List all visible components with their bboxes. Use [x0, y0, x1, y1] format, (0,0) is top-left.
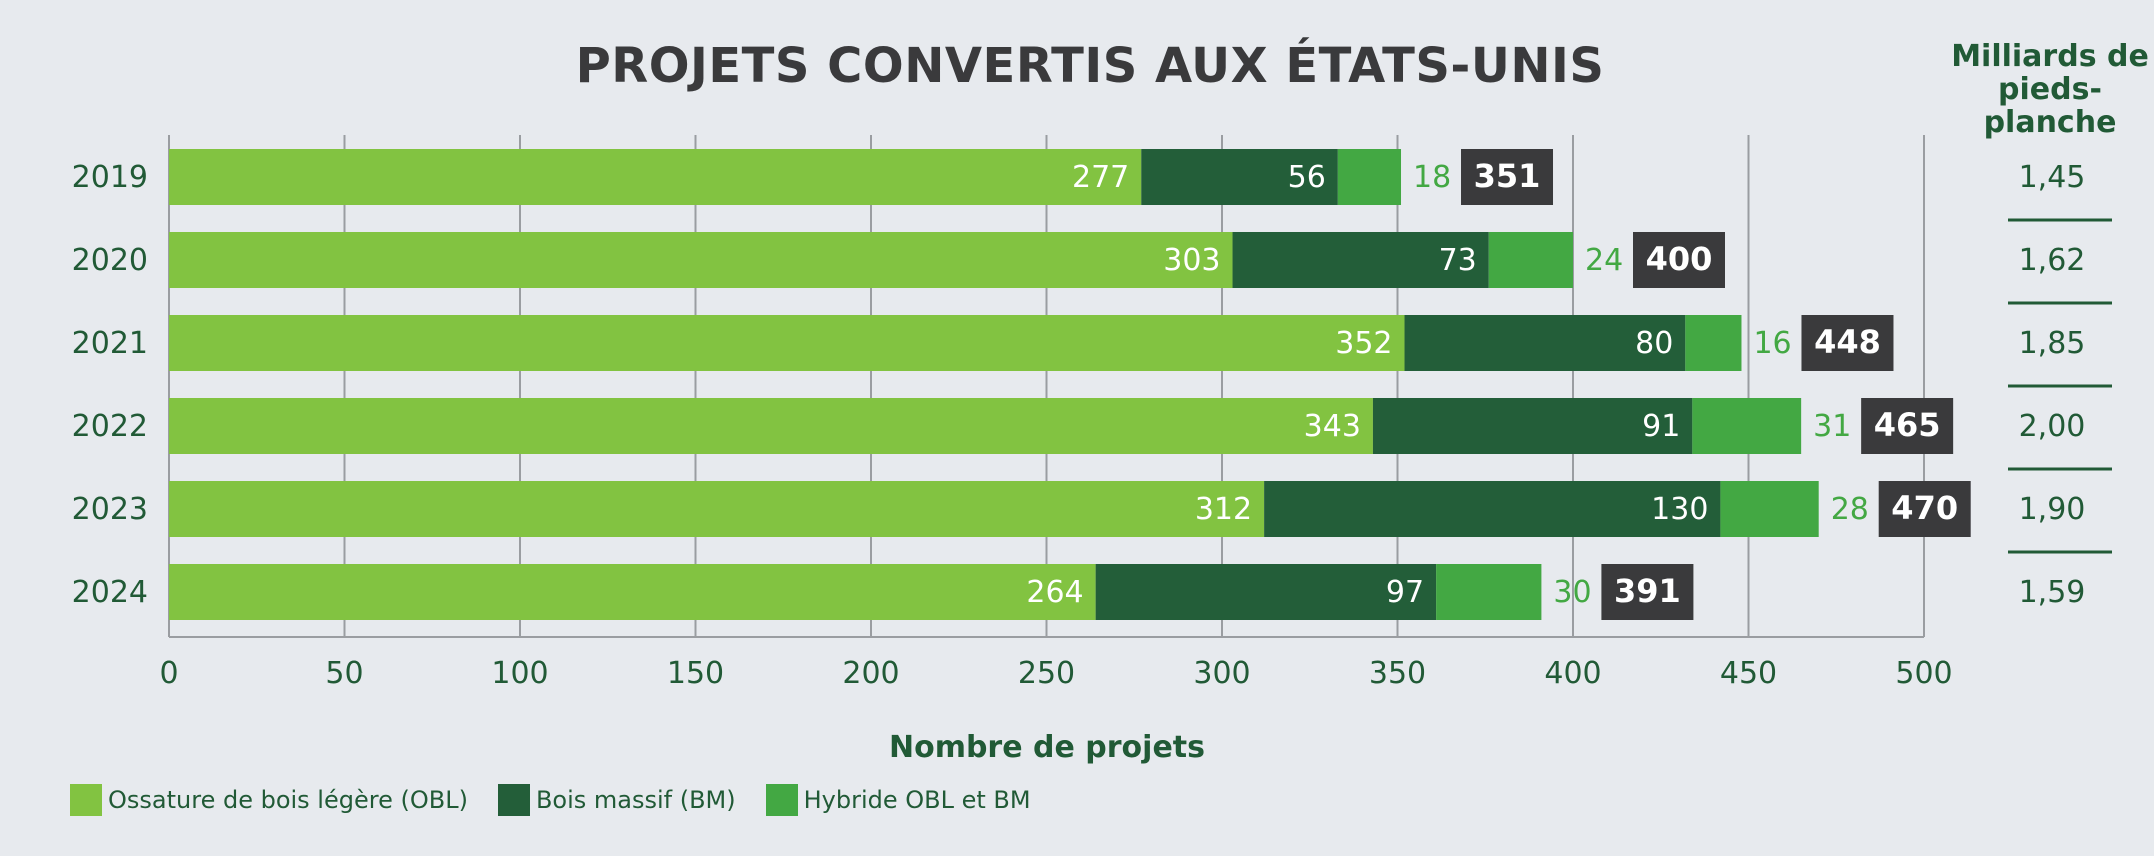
x-tick-label-450: 450: [1720, 656, 1777, 691]
legend-label-bm: Bois massif (BM): [535, 786, 736, 814]
data-label-bm-2021: 80: [1635, 326, 1673, 361]
bar-bm-2023: [1264, 481, 1721, 537]
bar-obl-2021: [169, 315, 1405, 371]
x-tick-label-350: 350: [1369, 656, 1426, 691]
x-tick-label-400: 400: [1544, 656, 1601, 691]
right-value-2023: 1,90: [2019, 492, 2086, 527]
right-value-2021: 1,85: [2019, 326, 2086, 361]
data-label-hybride-2022: 31: [1813, 409, 1851, 444]
right-value-2022: 2,00: [2019, 409, 2086, 444]
bar-obl-2023: [169, 481, 1265, 537]
data-label-obl-2022: 343: [1304, 409, 1361, 444]
legend-label-hybride: Hybride OBL et BM: [803, 786, 1031, 814]
total-box-2024: [1601, 564, 1694, 620]
x-tick-label-100: 100: [491, 656, 548, 691]
bar-hybride-2021: [1685, 315, 1742, 371]
total-label-2021: 448: [1814, 323, 1881, 361]
bar-obl-2022: [169, 398, 1373, 454]
y-tick-label-2022: 2022: [72, 409, 148, 444]
legend-swatch-bm: [497, 784, 530, 816]
right-value-2019: 1,45: [2019, 160, 2086, 195]
y-tick-label-2019: 2019: [72, 160, 148, 195]
y-tick-label-2021: 2021: [72, 326, 148, 361]
data-label-bm-2024: 97: [1386, 575, 1424, 610]
data-label-obl-2019: 277: [1072, 160, 1129, 195]
right-value-2024: 1,59: [2019, 575, 2086, 610]
data-label-hybride-2021: 16: [1753, 326, 1791, 361]
bar-obl-2020: [169, 232, 1233, 288]
total-label-2020: 400: [1646, 240, 1713, 278]
data-label-hybride-2024: 30: [1553, 575, 1591, 610]
total-label-2019: 351: [1474, 157, 1541, 195]
data-label-hybride-2023: 28: [1831, 492, 1869, 527]
bar-hybride-2024: [1436, 564, 1542, 620]
data-label-obl-2021: 352: [1335, 326, 1392, 361]
bar-hybride-2020: [1488, 232, 1573, 288]
y-tick-label-2024: 2024: [72, 575, 148, 610]
x-tick-label-500: 500: [1895, 656, 1952, 691]
data-label-bm-2019: 56: [1288, 160, 1326, 195]
total-box-2019: [1461, 149, 1554, 205]
bar-hybride-2023: [1720, 481, 1819, 537]
x-tick-label-0: 0: [159, 656, 178, 691]
y-tick-label-2023: 2023: [72, 492, 148, 527]
data-label-hybride-2020: 24: [1585, 243, 1623, 278]
bar-obl-2024: [169, 564, 1096, 620]
data-label-bm-2020: 73: [1439, 243, 1477, 278]
bar-bm-2022: [1372, 398, 1693, 454]
bar-hybride-2019: [1337, 149, 1402, 205]
right-column-header: Milliards de pieds-planche: [1951, 39, 2149, 140]
bar-obl-2019: [169, 149, 1142, 205]
total-label-2024: 391: [1614, 572, 1681, 610]
legend-item-bm: Bois massif (BM): [497, 784, 736, 816]
x-tick-label-250: 250: [1018, 656, 1075, 691]
legend-swatch-hybride: [765, 784, 798, 816]
data-label-obl-2020: 303: [1163, 243, 1220, 278]
bar-bm-2024: [1095, 564, 1437, 620]
bar-bm-2021: [1404, 315, 1686, 371]
x-tick-label-300: 300: [1193, 656, 1250, 691]
legend-swatch-obl: [70, 784, 102, 816]
data-label-hybride-2019: 18: [1413, 160, 1451, 195]
x-tick-label-200: 200: [842, 656, 899, 691]
bar-hybride-2022: [1692, 398, 1802, 454]
bar-bm-2019: [1141, 149, 1338, 205]
total-box-2020: [1633, 232, 1725, 288]
data-label-bm-2022: 91: [1642, 409, 1680, 444]
legend-item-hybride: Hybride OBL et BM: [765, 784, 1031, 816]
x-tick-label-150: 150: [667, 656, 724, 691]
data-label-bm-2023: 130: [1651, 492, 1708, 527]
x-axis-title: Nombre de projets: [888, 730, 1205, 765]
data-label-obl-2024: 264: [1026, 575, 1083, 610]
data-label-obl-2023: 312: [1195, 492, 1252, 527]
legend-label-obl: Ossature de bois légère (OBL): [108, 786, 468, 814]
legend: Ossature de bois légère (OBL) Bois massi…: [70, 784, 1061, 816]
bar-bm-2020: [1232, 232, 1489, 288]
total-label-2022: 465: [1874, 406, 1941, 444]
y-tick-label-2020: 2020: [72, 243, 148, 278]
total-box-2023: [1878, 481, 1971, 537]
total-box-2021: [1801, 315, 1894, 371]
right-value-2020: 1,62: [2019, 243, 2086, 278]
total-label-2023: 470: [1891, 489, 1958, 527]
chart-title: PROJETS CONVERTIS AUX ÉTATS-UNIS: [575, 38, 1605, 94]
total-box-2022: [1861, 398, 1954, 454]
legend-item-obl: Ossature de bois légère (OBL): [70, 784, 468, 816]
x-tick-label-50: 50: [325, 656, 363, 691]
